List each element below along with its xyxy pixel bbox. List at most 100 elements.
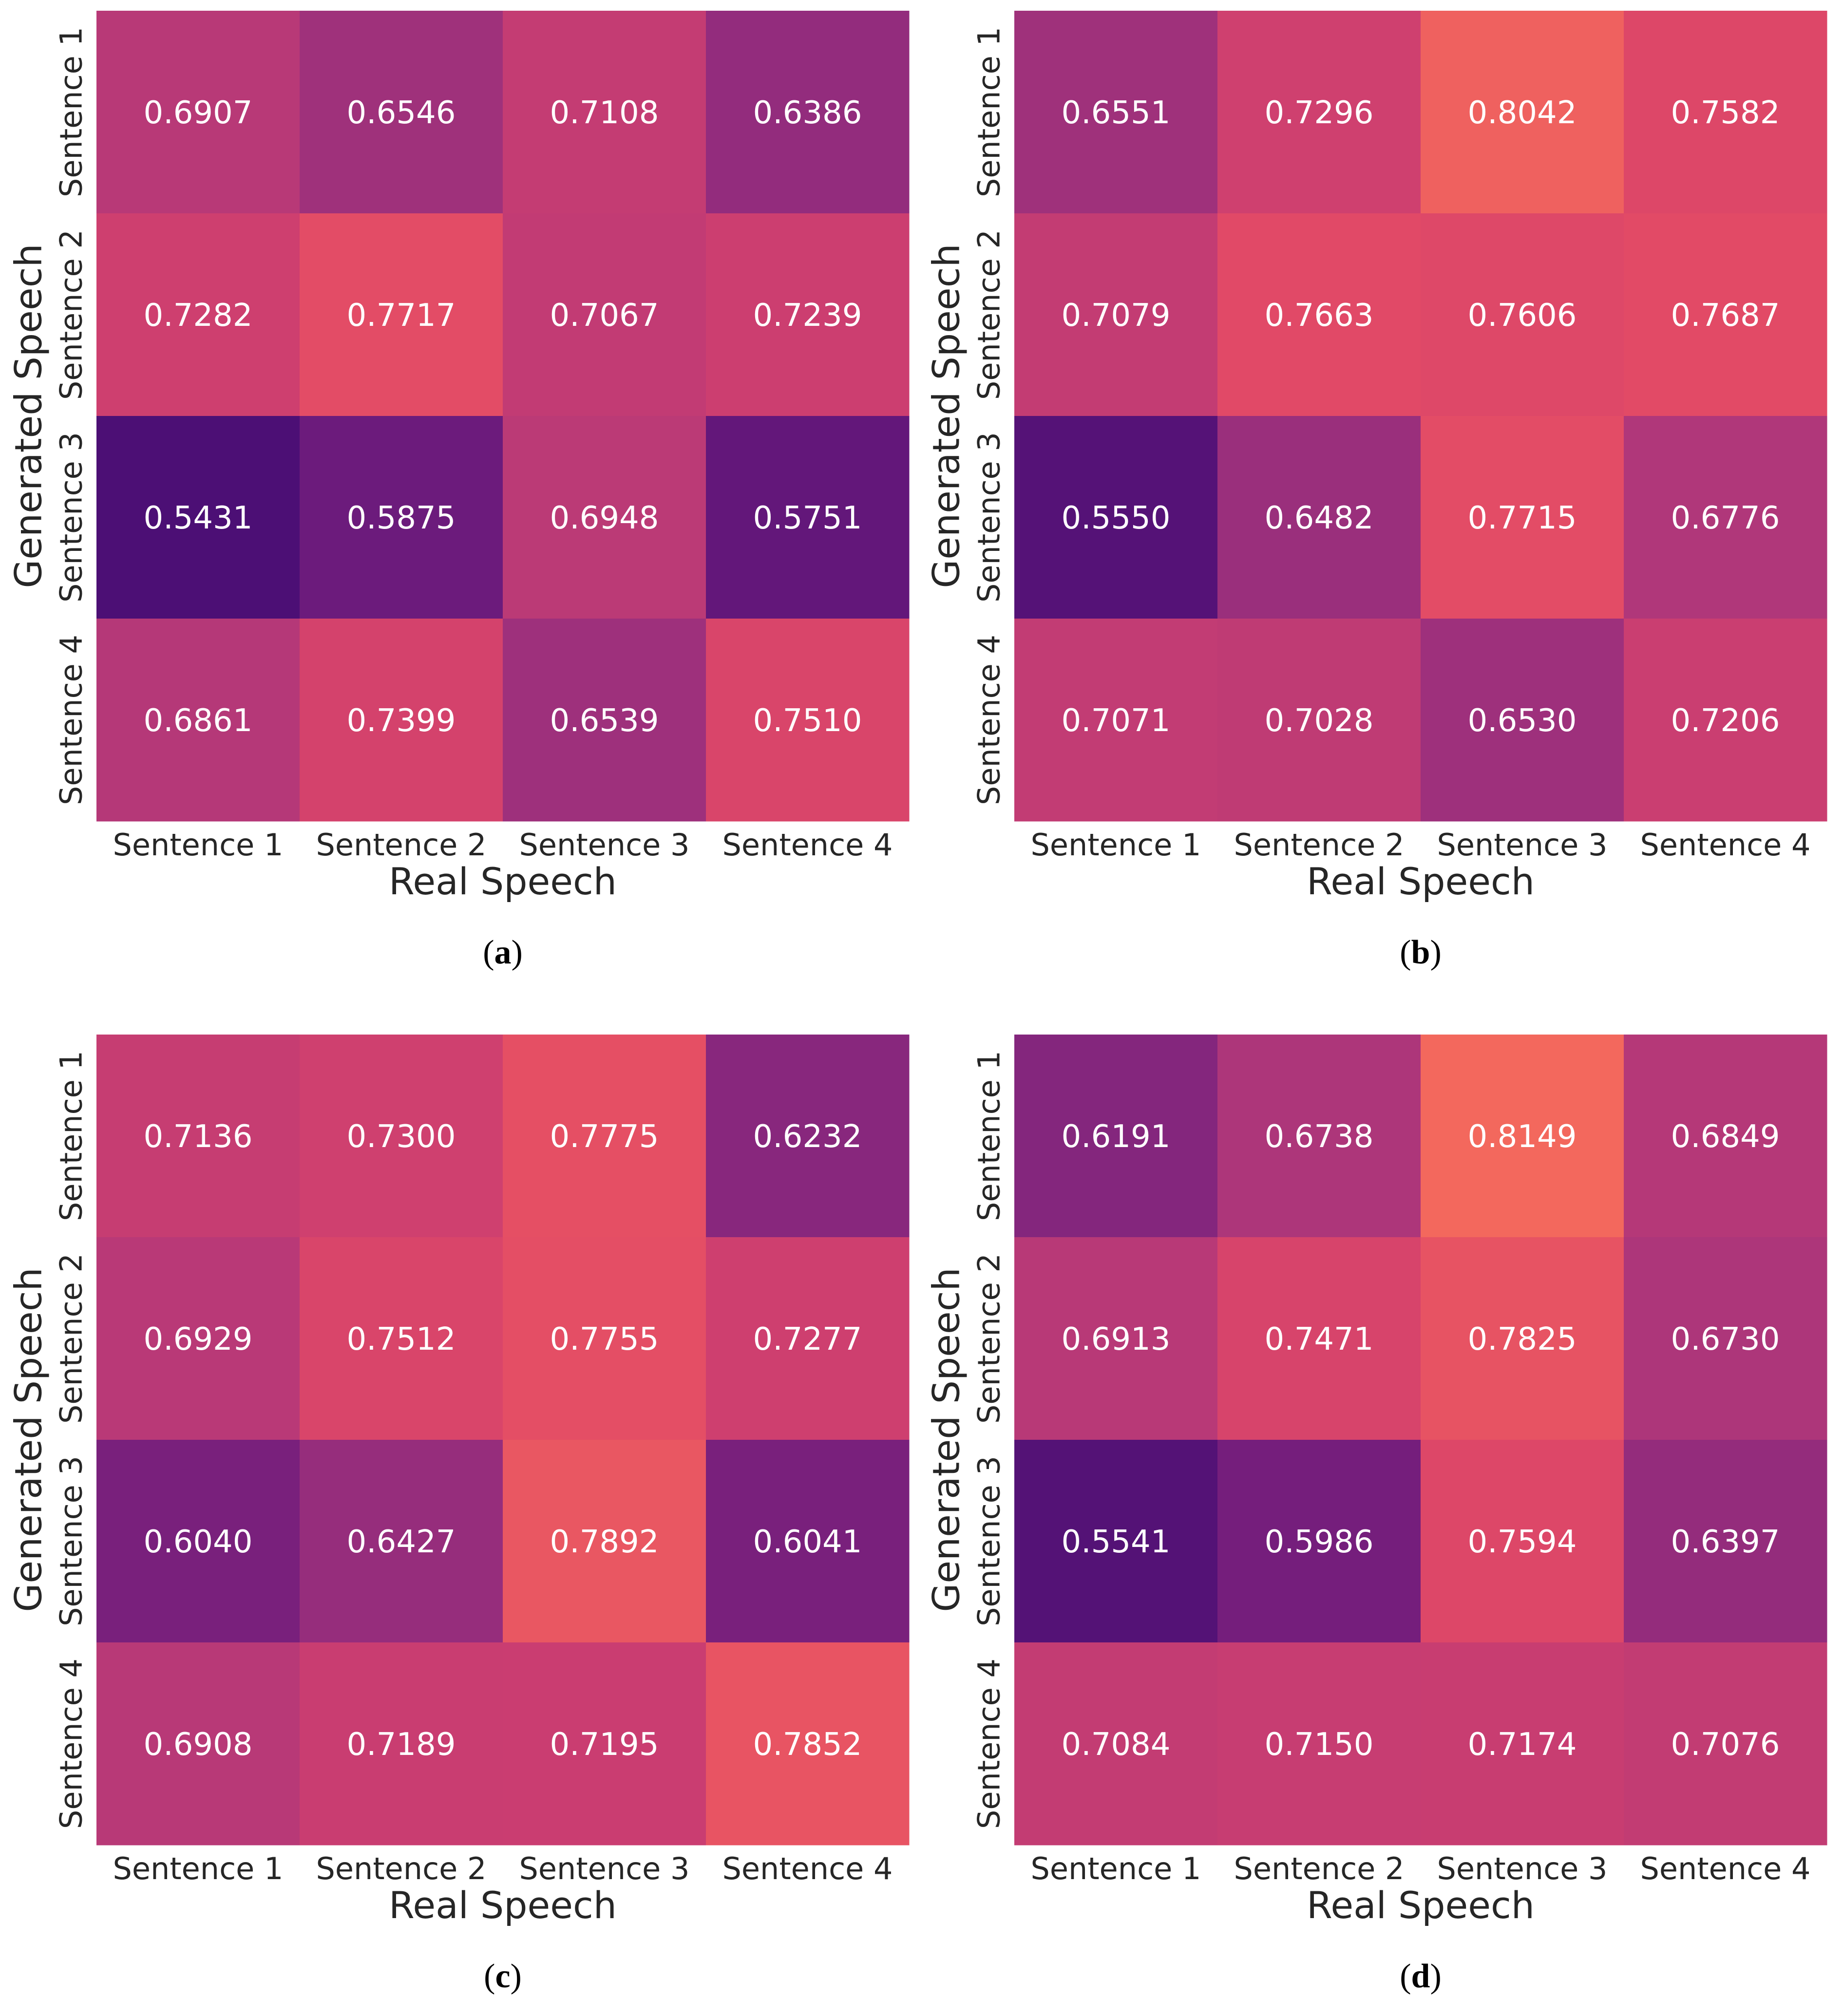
cell-value-label: 0.7892 [550, 1524, 659, 1560]
heatmap-cell [503, 1642, 706, 1846]
cell-value-label: 0.6551 [1062, 95, 1171, 131]
heatmap-cell [503, 619, 706, 822]
heatmap-cell [1624, 1035, 1827, 1238]
x-tick-label: Sentence 2 [316, 827, 487, 863]
heatmap-cell [300, 1440, 503, 1643]
x-tick-label: Sentence 2 [1234, 1851, 1405, 1886]
x-tick-label: Sentence 3 [1437, 1851, 1608, 1886]
cell-value-label: 0.7136 [144, 1119, 253, 1155]
heatmap-cell [503, 1237, 706, 1440]
heatmap-cell [503, 213, 706, 416]
cell-value-label: 0.7028 [1265, 703, 1374, 739]
cell-value-label: 0.7195 [550, 1727, 659, 1763]
x-tick-label: Sentence 4 [722, 827, 893, 863]
cell-value-label: 0.6776 [1671, 500, 1780, 536]
x-axis-label: Real Speech [389, 860, 617, 903]
cell-value-label: 0.6041 [753, 1524, 862, 1560]
heatmap-cell [1624, 1237, 1827, 1440]
heatmap-cell [300, 11, 503, 214]
cell-value-label: 0.7775 [550, 1119, 659, 1155]
x-axis-label: Real Speech [1307, 1884, 1535, 1927]
y-tick-label: Sentence 3 [971, 1456, 1007, 1626]
x-tick-label: Sentence 3 [1437, 827, 1608, 863]
cell-value-label: 0.6849 [1671, 1119, 1780, 1155]
panel-caption: (d) [1400, 1958, 1442, 1995]
heatmap-cell [1421, 619, 1624, 822]
heatmap-cell [503, 1035, 706, 1238]
cell-value-label: 0.6232 [753, 1119, 862, 1155]
heatmap-cell [1217, 416, 1421, 619]
cell-value-label: 0.7582 [1671, 95, 1780, 131]
heatmap-cell [1217, 1440, 1421, 1643]
cell-value-label: 0.7067 [550, 298, 659, 334]
cell-value-label: 0.6913 [1062, 1321, 1171, 1357]
cell-value-label: 0.7687 [1671, 298, 1780, 334]
y-tick-label: Sentence 1 [54, 1051, 89, 1221]
heatmap-cell [1421, 1237, 1624, 1440]
panel-letter: d [1411, 1958, 1430, 1995]
cell-value-label: 0.7296 [1265, 95, 1374, 131]
heatmap-cell [1624, 619, 1827, 822]
heatmap-cell [1217, 1035, 1421, 1238]
heatmap-cell [1624, 1642, 1827, 1846]
cell-value-label: 0.7663 [1265, 298, 1374, 334]
x-tick-label: Sentence 2 [1234, 827, 1405, 863]
cell-value-label: 0.7239 [753, 298, 862, 334]
panel-caption: (a) [483, 934, 523, 971]
cell-value-label: 0.7755 [550, 1321, 659, 1357]
y-axis-label: Generated Speech [7, 1267, 50, 1612]
cell-value-label: 0.6546 [347, 95, 456, 131]
cell-value-label: 0.6730 [1671, 1321, 1780, 1357]
heatmap-cell [1624, 213, 1827, 416]
panel-letter: a [494, 934, 512, 971]
y-tick-label: Sentence 4 [971, 1658, 1007, 1829]
heatmap-cell [1217, 1237, 1421, 1440]
heatmap-cell [96, 11, 300, 214]
heatmap-cell [96, 1440, 300, 1643]
cell-value-label: 0.7594 [1468, 1524, 1577, 1560]
x-tick-label: Sentence 1 [113, 1851, 284, 1886]
cell-value-label: 0.7606 [1468, 298, 1577, 334]
heatmap-cell [1217, 11, 1421, 214]
heatmap-cell [706, 619, 910, 822]
y-tick-label: Sentence 1 [54, 27, 89, 197]
heatmap-cell [503, 416, 706, 619]
heatmap-cell [1421, 416, 1624, 619]
y-axis-label: Generated Speech [925, 244, 968, 588]
heatmap-cell [1014, 416, 1218, 619]
cell-value-label: 0.6530 [1468, 703, 1577, 739]
cell-value-label: 0.7076 [1671, 1727, 1780, 1763]
cell-value-label: 0.6427 [347, 1524, 456, 1560]
y-tick-label: Sentence 3 [54, 432, 89, 603]
heatmap-cell [706, 1035, 910, 1238]
heatmap-cell [1421, 11, 1624, 214]
y-axis-label: Generated Speech [925, 1267, 968, 1612]
heatmap-cell [1624, 1440, 1827, 1643]
cell-value-label: 0.7512 [347, 1321, 456, 1357]
heatmap-cell [706, 1440, 910, 1643]
heatmap-cell [1014, 1237, 1218, 1440]
cell-value-label: 0.5751 [753, 500, 862, 536]
heatmap-cell [300, 1035, 503, 1238]
heatmap-cell [1217, 213, 1421, 416]
panel-caption: (c) [484, 1958, 522, 1995]
x-tick-label: Sentence 3 [519, 1851, 690, 1886]
y-tick-label: Sentence 2 [54, 1253, 89, 1424]
cell-value-label: 0.6948 [550, 500, 659, 536]
y-tick-label: Sentence 1 [971, 27, 1007, 197]
heatmap-cell [706, 1237, 910, 1440]
y-tick-label: Sentence 2 [54, 229, 89, 400]
y-tick-label: Sentence 1 [971, 1051, 1007, 1221]
cell-value-label: 0.7071 [1062, 703, 1171, 739]
heatmap-cell [96, 619, 300, 822]
cell-value-label: 0.6908 [144, 1727, 253, 1763]
heatmap-cell [1014, 1440, 1218, 1643]
panel-letter: c [495, 1958, 510, 1995]
heatmap-cell [1217, 1642, 1421, 1846]
cell-value-label: 0.6482 [1265, 500, 1374, 536]
cell-value-label: 0.7282 [144, 298, 253, 334]
heatmap-cell [1421, 1642, 1624, 1846]
x-axis-label: Real Speech [1307, 860, 1535, 903]
heatmap-cell [300, 416, 503, 619]
